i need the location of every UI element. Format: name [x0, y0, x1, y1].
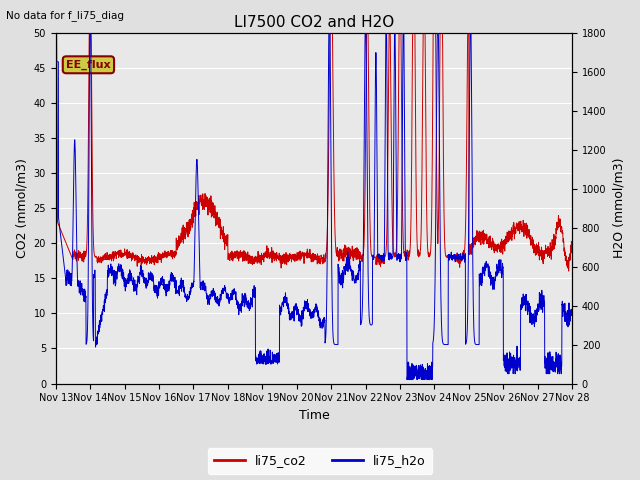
Legend: li75_co2, li75_h2o: li75_co2, li75_h2o — [208, 448, 432, 474]
Title: LI7500 CO2 and H2O: LI7500 CO2 and H2O — [234, 15, 394, 30]
X-axis label: Time: Time — [299, 409, 330, 422]
Text: EE_flux: EE_flux — [66, 60, 111, 70]
Y-axis label: CO2 (mmol/m3): CO2 (mmol/m3) — [15, 158, 28, 258]
Text: No data for f_li75_diag: No data for f_li75_diag — [6, 10, 124, 21]
Y-axis label: H2O (mmol/m3): H2O (mmol/m3) — [612, 158, 625, 258]
